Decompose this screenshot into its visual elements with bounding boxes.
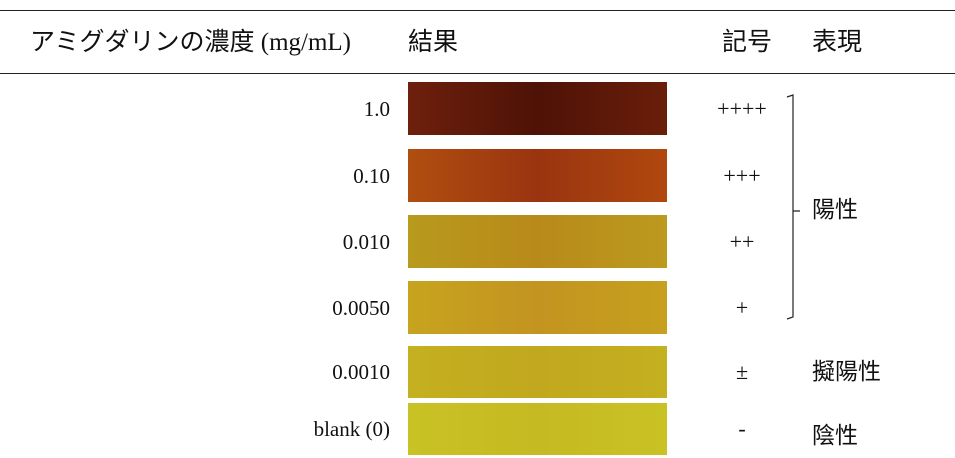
column-header: アミグダリンの濃度 (mg/mL)	[30, 28, 351, 58]
result-swatch	[408, 281, 667, 334]
symbol: +	[692, 296, 792, 320]
symbol: ++	[692, 230, 792, 254]
symbol: +++	[692, 164, 792, 188]
concentration: 0.010	[343, 230, 390, 254]
result-swatch	[408, 82, 667, 135]
header-rule	[0, 73, 955, 74]
concentration: 0.10	[353, 164, 390, 188]
expression: 陰性	[812, 423, 858, 449]
top-rule	[0, 10, 955, 11]
expression: 擬陽性	[812, 359, 881, 385]
expression: 陽性	[812, 197, 858, 223]
symbol: -	[692, 417, 792, 441]
concentration: 0.0010	[332, 360, 390, 384]
concentration: 0.0050	[332, 296, 390, 320]
column-header: 結果	[408, 28, 458, 58]
result-swatch	[408, 346, 667, 398]
concentration: 1.0	[364, 97, 390, 121]
result-swatch	[408, 149, 667, 202]
result-swatch	[408, 403, 667, 455]
symbol: ±	[692, 360, 792, 384]
symbol: ++++	[692, 97, 792, 121]
concentration: blank (0)	[314, 417, 390, 441]
column-header: 記号	[722, 28, 772, 58]
page: アミグダリンの濃度 (mg/mL) 結果 記号 表現 陽性 擬陽性 陰性 1.0…	[0, 0, 955, 458]
column-header: 表現	[812, 28, 862, 58]
bracket	[786, 90, 806, 330]
result-swatch	[408, 215, 667, 268]
